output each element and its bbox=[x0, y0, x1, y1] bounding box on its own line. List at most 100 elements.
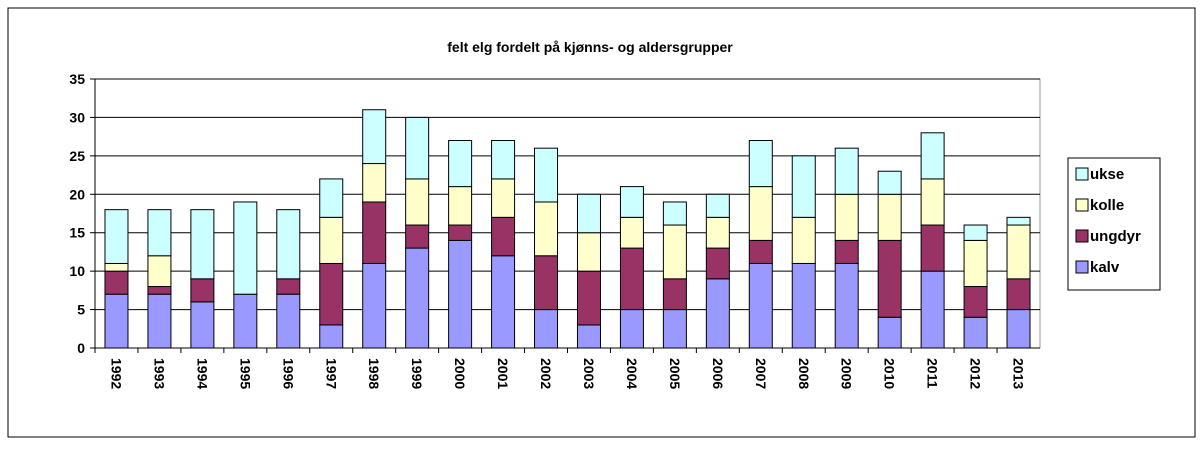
bar-segment bbox=[576, 232, 601, 272]
bar-segment bbox=[233, 293, 258, 349]
legend-swatch bbox=[1075, 229, 1089, 243]
x-tick-label: 2000 bbox=[452, 358, 468, 389]
bar-segment bbox=[619, 247, 644, 311]
bar-segment bbox=[963, 239, 988, 288]
bar-segment bbox=[705, 193, 730, 218]
bar-segment bbox=[1006, 216, 1031, 226]
y-tick-label: 10 bbox=[69, 263, 85, 279]
bar-segment bbox=[362, 262, 387, 349]
bar-segment bbox=[104, 270, 129, 295]
bar-segment bbox=[190, 209, 215, 280]
bar-segment bbox=[748, 139, 773, 188]
bar-segment bbox=[834, 239, 859, 264]
bar-segment bbox=[834, 147, 859, 195]
bar-segment bbox=[276, 293, 301, 349]
x-tick-label: 2012 bbox=[968, 358, 984, 389]
x-tick-label: 1996 bbox=[280, 358, 296, 389]
bar-segment bbox=[534, 201, 559, 257]
x-tick-label: 2005 bbox=[667, 358, 683, 389]
x-tick-label: 1992 bbox=[108, 358, 124, 389]
bar-segment bbox=[491, 216, 516, 257]
x-tick-label: 2003 bbox=[581, 358, 597, 389]
bar-segment bbox=[834, 193, 859, 241]
bar-segment bbox=[920, 224, 945, 272]
legend-label: kalv bbox=[1090, 259, 1120, 276]
bar-segment bbox=[834, 262, 859, 349]
bar-segment bbox=[190, 301, 215, 349]
bar-segment bbox=[491, 139, 516, 180]
bar-segment bbox=[147, 286, 172, 295]
bar-segment bbox=[319, 216, 344, 264]
y-tick-label: 35 bbox=[69, 71, 85, 87]
bar-segment bbox=[576, 193, 601, 234]
y-tick-label: 5 bbox=[77, 302, 85, 318]
bar-segment bbox=[448, 224, 473, 241]
bar-segment bbox=[576, 324, 601, 349]
bar-segment bbox=[448, 186, 473, 226]
bar-segment bbox=[534, 255, 559, 311]
legend-label: ukse bbox=[1090, 166, 1124, 183]
bar-segment bbox=[619, 186, 644, 218]
bar-segment bbox=[619, 216, 644, 249]
bar-segment bbox=[963, 224, 988, 241]
bar-segment bbox=[405, 247, 430, 349]
bar-segment bbox=[147, 293, 172, 349]
x-tick-label: 2004 bbox=[624, 358, 640, 389]
bar-segment bbox=[1006, 224, 1031, 280]
x-tick-label: 1999 bbox=[409, 358, 425, 389]
bar-segment bbox=[705, 278, 730, 349]
bar-segment bbox=[104, 293, 129, 349]
bar-segment bbox=[662, 224, 687, 280]
bar-segment bbox=[705, 247, 730, 280]
legend-swatch bbox=[1075, 260, 1089, 274]
bar-segment bbox=[491, 178, 516, 218]
bar-segment bbox=[319, 324, 344, 349]
y-tick-label: 25 bbox=[69, 148, 85, 164]
y-tick-label: 30 bbox=[69, 109, 85, 125]
bar-segment bbox=[662, 309, 687, 349]
bar-segment bbox=[190, 278, 215, 303]
bar-segment bbox=[1006, 278, 1031, 311]
bar-segment bbox=[963, 286, 988, 318]
bar-segment bbox=[920, 270, 945, 349]
bar-segment bbox=[147, 255, 172, 288]
x-tick-label: 1995 bbox=[237, 358, 253, 389]
x-tick-label: 2009 bbox=[839, 358, 855, 389]
bar-segment bbox=[362, 163, 387, 203]
bar-segment bbox=[1006, 309, 1031, 349]
bar-segment bbox=[877, 316, 902, 349]
legend-swatch bbox=[1075, 167, 1089, 181]
bar-segment bbox=[319, 262, 344, 326]
x-tick-label: 2008 bbox=[796, 358, 812, 389]
bar-segment bbox=[319, 178, 344, 218]
x-tick-label: 2007 bbox=[753, 358, 769, 389]
y-tick-label: 0 bbox=[77, 340, 85, 356]
x-tick-label: 1994 bbox=[194, 358, 210, 389]
x-tick-label: 2011 bbox=[925, 358, 941, 389]
chart-title: felt elg fordelt på kjønns- og aldersgru… bbox=[447, 39, 733, 55]
bar-segment bbox=[877, 193, 902, 241]
bar-segment bbox=[405, 224, 430, 249]
bar-segment bbox=[619, 309, 644, 349]
bar-segment bbox=[104, 262, 129, 272]
bar-segment bbox=[791, 216, 816, 264]
bar-segment bbox=[748, 262, 773, 349]
bar-segment bbox=[491, 255, 516, 349]
bar-segment bbox=[877, 239, 902, 318]
bar-segment bbox=[576, 270, 601, 326]
x-tick-label: 2013 bbox=[1011, 358, 1027, 389]
x-tick-label: 2010 bbox=[882, 358, 898, 389]
x-tick-label: 2001 bbox=[495, 358, 511, 389]
bar-segment bbox=[748, 186, 773, 241]
bar-segment bbox=[362, 109, 387, 165]
y-tick-label: 15 bbox=[69, 225, 85, 241]
x-tick-label: 2002 bbox=[538, 358, 554, 389]
bar-segment bbox=[791, 155, 816, 218]
legend-swatch bbox=[1075, 198, 1089, 212]
x-tick-label: 1998 bbox=[366, 358, 382, 389]
legend-label: kolle bbox=[1090, 197, 1124, 214]
bar-segment bbox=[662, 278, 687, 311]
bar-segment bbox=[705, 216, 730, 249]
bar-segment bbox=[233, 201, 258, 295]
